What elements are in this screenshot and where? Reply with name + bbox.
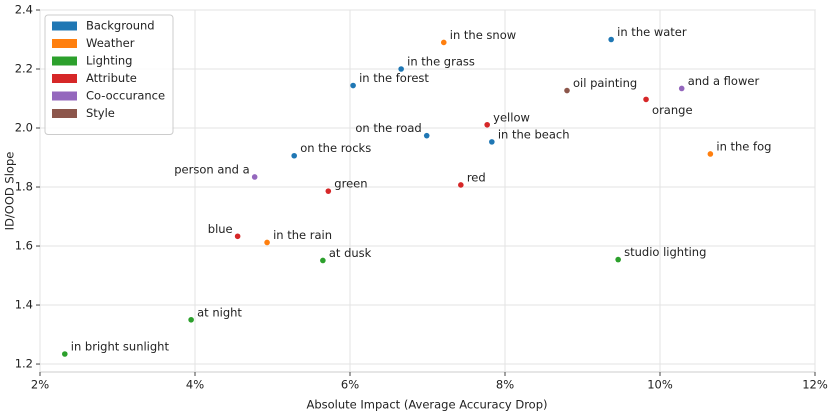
y-tick-label: 1.6 <box>15 239 33 253</box>
point <box>608 36 614 43</box>
y-tick-label: 1.4 <box>15 298 33 312</box>
point-label: studio lighting <box>624 245 706 259</box>
point <box>489 139 495 145</box>
legend-swatch <box>52 109 77 118</box>
point-label: and a flower <box>688 74 760 88</box>
legend-label: Lighting <box>86 54 132 68</box>
point-label: in the water <box>617 25 687 39</box>
x-tick-label: 8% <box>496 378 514 392</box>
legend-label: Co-occurance <box>86 89 165 103</box>
point <box>234 233 241 240</box>
point <box>320 257 326 264</box>
legend-swatch <box>52 91 77 101</box>
legend-swatch <box>52 21 77 31</box>
y-tick-label: 1.8 <box>15 180 33 194</box>
legend-label: Attribute <box>86 71 137 85</box>
point-label: in the snow <box>450 28 516 42</box>
point <box>707 151 714 157</box>
point-label: in the fog <box>716 139 771 153</box>
point-label: at night <box>197 305 242 319</box>
legend-swatch <box>52 56 77 66</box>
legend-swatch <box>52 39 77 48</box>
x-tick-label: 10% <box>647 378 673 392</box>
y-tick-label: 2.4 <box>15 3 33 17</box>
x-tick-label: 4% <box>186 378 204 392</box>
point <box>564 87 570 94</box>
point-label: at dusk <box>329 246 372 260</box>
point <box>350 82 356 89</box>
point <box>484 121 490 128</box>
point <box>440 39 447 46</box>
point-label: oil painting <box>573 76 637 90</box>
point <box>643 96 649 103</box>
legend-label: Style <box>86 106 115 120</box>
point-label: in the grass <box>407 55 475 69</box>
point-label: in the beach <box>498 127 570 141</box>
point <box>458 182 464 188</box>
x-axis-label: Absolute Impact (Average Accuracy Drop) <box>306 398 547 412</box>
point <box>325 188 332 194</box>
y-tick-label: 2.2 <box>15 62 33 76</box>
x-tick-label: 6% <box>341 378 359 392</box>
point <box>423 132 430 139</box>
y-tick-label: 2.0 <box>15 121 33 135</box>
point-label: on the road <box>355 121 421 135</box>
point-label: in the rain <box>273 228 332 242</box>
point-label: blue <box>208 222 233 236</box>
point <box>615 256 621 263</box>
point-label: green <box>334 177 367 191</box>
point-label: orange <box>652 103 692 117</box>
point <box>678 85 685 92</box>
point <box>62 351 68 357</box>
y-tick-label: 1.2 <box>15 357 33 371</box>
point <box>398 66 404 72</box>
point-label: in bright sunlight <box>71 340 170 354</box>
point <box>264 239 270 246</box>
x-tick-label: 12% <box>802 378 828 392</box>
point-label: yellow <box>493 110 530 124</box>
legend: Background Weather Lighting Attribute Co-occ… <box>44 14 174 135</box>
point-label: in the forest <box>359 71 429 85</box>
y-axis-label: ID/OOD Slope <box>3 152 17 231</box>
point <box>251 174 258 180</box>
point <box>291 152 298 159</box>
point-label: person and a <box>174 162 249 176</box>
legend-label: Weather <box>86 36 135 50</box>
layer <box>39 9 816 372</box>
legend-label: Background <box>86 19 155 33</box>
point-label: red <box>467 170 486 184</box>
point-label: on the rocks <box>300 141 371 155</box>
x-tick-label: 2% <box>31 378 49 392</box>
point <box>188 316 194 323</box>
legend-swatch <box>52 74 77 83</box>
